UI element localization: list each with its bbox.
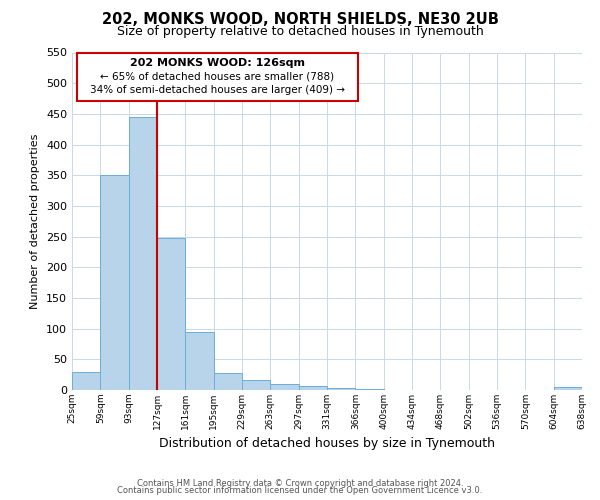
Bar — [72, 372, 100, 390]
Text: 202, MONKS WOOD, NORTH SHIELDS, NE30 2UB: 202, MONKS WOOD, NORTH SHIELDS, NE30 2UB — [101, 12, 499, 28]
Text: Size of property relative to detached houses in Tynemouth: Size of property relative to detached ho… — [116, 25, 484, 38]
Text: 34% of semi-detached houses are larger (409) →: 34% of semi-detached houses are larger (… — [90, 84, 345, 94]
Text: Contains HM Land Registry data © Crown copyright and database right 2024.: Contains HM Land Registry data © Crown c… — [137, 478, 463, 488]
Bar — [214, 374, 242, 390]
Bar — [128, 117, 157, 390]
Bar — [100, 175, 128, 390]
Text: ← 65% of detached houses are smaller (788): ← 65% of detached houses are smaller (78… — [100, 71, 334, 81]
Text: Contains public sector information licensed under the Open Government Licence v3: Contains public sector information licen… — [118, 486, 482, 495]
FancyBboxPatch shape — [77, 52, 358, 102]
Bar — [185, 332, 214, 390]
Bar — [271, 384, 299, 390]
X-axis label: Distribution of detached houses by size in Tynemouth: Distribution of detached houses by size … — [159, 438, 495, 450]
Bar — [242, 380, 271, 390]
Bar — [327, 388, 355, 390]
Bar — [299, 386, 327, 390]
Text: 202 MONKS WOOD: 126sqm: 202 MONKS WOOD: 126sqm — [130, 58, 305, 68]
Y-axis label: Number of detached properties: Number of detached properties — [31, 134, 40, 309]
Bar — [554, 387, 582, 390]
Bar — [157, 238, 185, 390]
